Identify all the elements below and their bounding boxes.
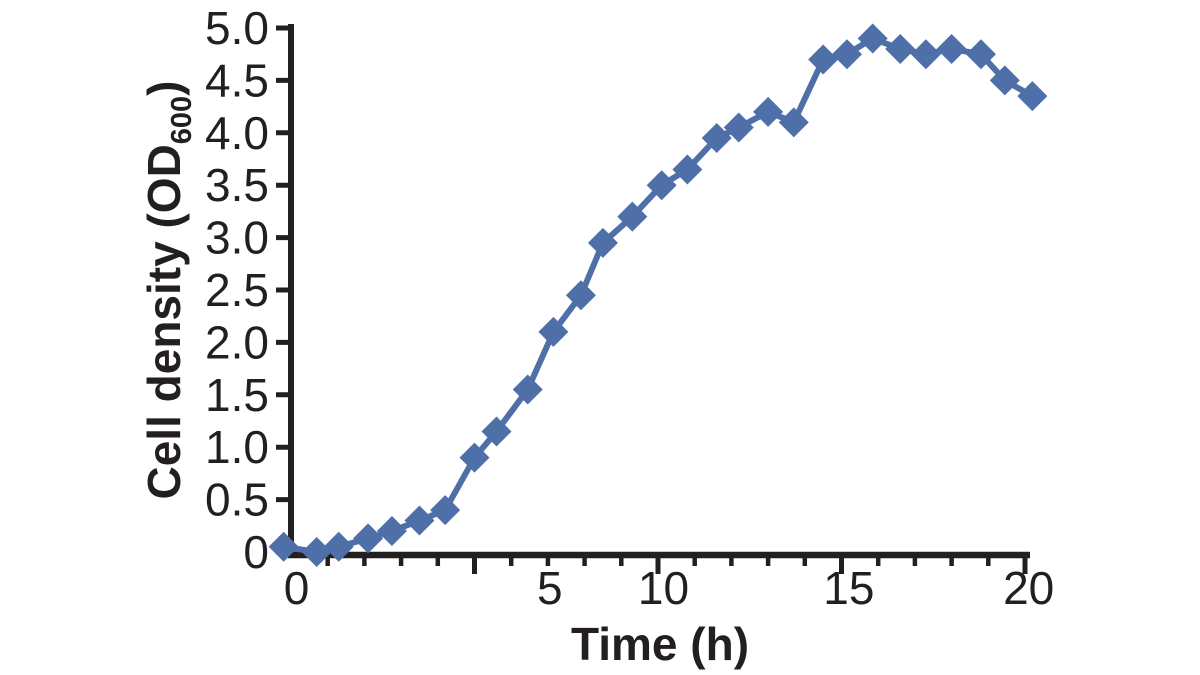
data-point-marker [1017,81,1048,112]
growth-curve-line [280,35,1036,555]
data-point-marker [701,123,732,154]
data-point-marker [376,516,407,547]
x-tick-label: 20 [1003,562,1054,614]
data-point-marker [965,39,996,70]
data-point-marker [857,23,888,54]
data-point-marker [268,531,299,562]
y-tick-label: 5.0 [205,2,269,54]
data-series [268,23,1048,567]
y-tick-label: 2.5 [205,264,269,316]
data-point-marker [672,154,703,185]
data-point-marker [565,280,596,311]
data-point-marker [512,374,543,405]
data-point-marker [538,316,569,347]
data-point-marker [910,39,941,70]
axis-ticks [276,25,1028,574]
data-point-marker [646,170,677,201]
data-point-marker [753,96,784,127]
y-tick-label: 1.5 [205,369,269,421]
data-point-marker [404,505,435,536]
y-axis-title-subscript: 600 [166,96,198,144]
y-tick-label: 1.0 [205,421,269,473]
data-point-marker [808,44,839,75]
data-point-marker [353,523,384,554]
y-tick-label: 4.5 [205,54,269,106]
x-tick-label: 10 [638,562,689,614]
data-point-marker [481,416,512,447]
data-point-marker [587,227,618,258]
y-tick-label: 2.0 [205,316,269,368]
x-axis-title: Time (h) [571,618,749,670]
data-point-marker [778,107,809,138]
data-point-marker [989,65,1020,96]
axis-lines [288,24,1030,559]
data-point-marker [430,495,461,526]
data-point-marker [832,39,863,70]
y-tick-label: 4.0 [205,107,269,159]
y-tick-label: 0.5 [205,474,269,526]
y-tick-label: 3.5 [205,159,269,211]
y-tick-label: 3.0 [205,212,269,264]
data-point-marker [617,201,648,232]
x-tick-label: 15 [823,562,874,614]
y-axis-title: Cell density (OD600) [138,80,198,499]
y-axis-title-main: Cell density (OD [138,144,190,499]
data-point-marker [885,33,916,64]
data-point-marker [936,33,967,64]
data-point-marker [323,531,354,562]
y-tick-label: 0 [243,526,269,578]
y-axis-title-close: ) [138,80,190,95]
x-tick-label: 0 [284,562,310,614]
data-point-marker [459,442,490,473]
x-tick-label: 5 [537,562,563,614]
data-point-marker [723,112,754,143]
data-point-marker [301,537,332,567]
